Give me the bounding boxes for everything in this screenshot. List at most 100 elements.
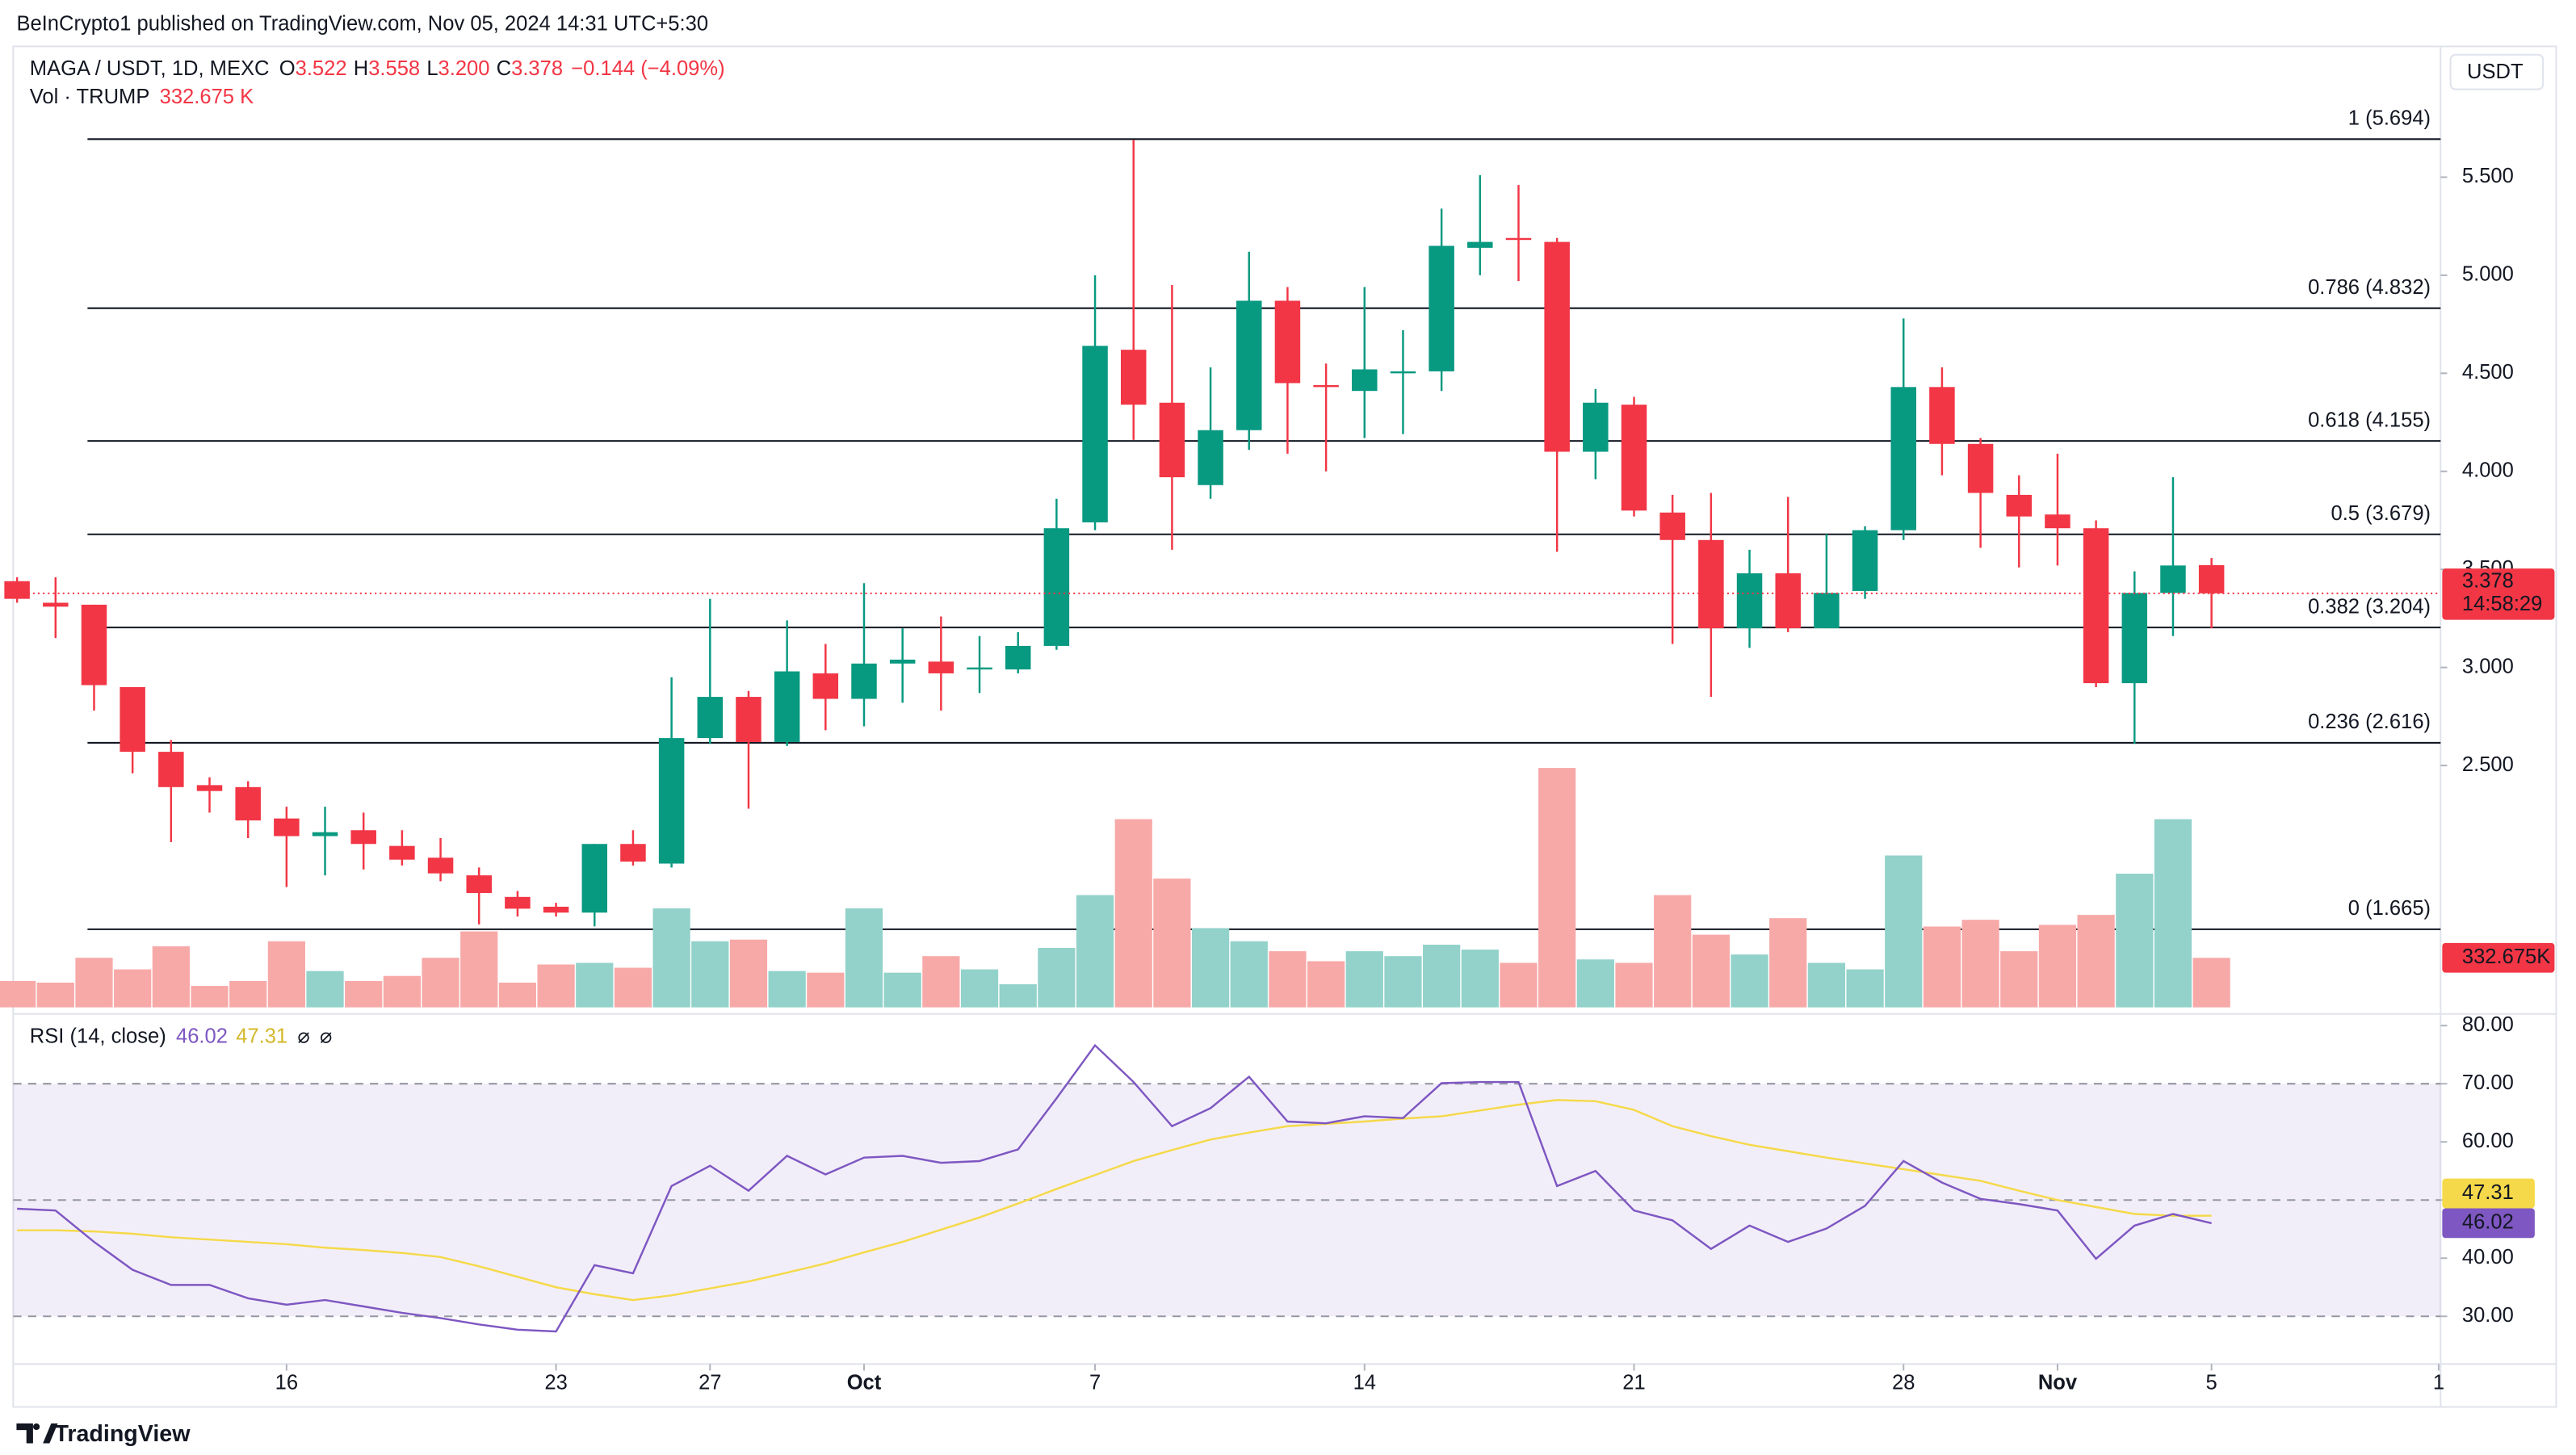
- rsi-value-box: [2442, 1178, 2535, 1209]
- candle-body: [274, 818, 300, 837]
- candle-body: [697, 697, 724, 739]
- volume-bar: [576, 962, 614, 1008]
- candle-body: [120, 686, 145, 753]
- candle-body: [1775, 573, 1801, 629]
- volume-bar: [498, 982, 537, 1008]
- ohlc-value: 3.200: [438, 57, 490, 80]
- fib-label: 0.618 (4.155): [2308, 409, 2431, 431]
- volume-bar: [36, 982, 74, 1008]
- candle-body: [196, 785, 223, 791]
- volume-bar: [807, 972, 845, 1008]
- volume-bar: [1961, 920, 1999, 1008]
- volume-value: 332.675 K: [160, 86, 254, 108]
- candle-body: [4, 581, 30, 599]
- x-tick-label: 1: [2433, 1372, 2444, 1394]
- candle-body: [774, 671, 800, 742]
- x-tick-label: 5: [2206, 1372, 2217, 1394]
- volume-bar: [1500, 962, 1538, 1008]
- candle-body: [1583, 402, 1609, 452]
- published-line: BeInCrypto1 published on TradingView.com…: [16, 13, 708, 36]
- volume-bar: [460, 931, 498, 1008]
- candle-body: [1043, 528, 1070, 646]
- volume-bar: [1461, 950, 1499, 1008]
- volume-label: 332.675K: [2462, 946, 2550, 968]
- volume-bar: [1538, 768, 1576, 1008]
- volume-bar: [1191, 928, 1230, 1008]
- candle-body: [1544, 241, 1570, 452]
- volume-bar: [1731, 954, 1768, 1008]
- volume-bar: [729, 939, 768, 1008]
- candle-body: [1621, 405, 1647, 511]
- change: −0.144 (−4.09%): [571, 57, 724, 80]
- candle-body: [1274, 300, 1301, 384]
- volume-bar: [1885, 855, 1923, 1008]
- candle-body: [620, 844, 646, 862]
- volume-bar: [614, 967, 652, 1008]
- volume-title: Vol · TRUMP: [30, 86, 150, 108]
- candle-body: [1814, 593, 1840, 629]
- volume-bar: [75, 958, 113, 1008]
- brand: TradingView: [16, 1421, 191, 1447]
- candle-body: [1852, 530, 1878, 591]
- volume-bar: [383, 975, 421, 1008]
- candle-body: [967, 667, 992, 670]
- candle-body: [158, 752, 184, 787]
- x-tick-label: Nov: [2038, 1372, 2078, 1394]
- candle-body: [1736, 573, 1763, 629]
- candle-body: [658, 738, 685, 864]
- x-tick-label: 23: [544, 1372, 567, 1394]
- candle-body: [1429, 245, 1454, 371]
- candle-body: [1967, 443, 1994, 493]
- currency-box[interactable]: [2449, 53, 2545, 90]
- rsi-line: [17, 1043, 2212, 1333]
- last-price-box: [2442, 568, 2555, 620]
- volume-bar: [537, 964, 575, 1008]
- volume-bar: [1846, 969, 1884, 1008]
- chart-frame: [12, 45, 2557, 1408]
- volume-bar: [191, 986, 229, 1008]
- volume-bar: [922, 956, 960, 1008]
- last-price: 3.378: [2462, 569, 2514, 592]
- symbol: MAGA / USDT, 1D, MEXC: [30, 57, 270, 80]
- currency[interactable]: USDT: [2467, 61, 2524, 83]
- ohlc-value: 3.558: [368, 57, 420, 80]
- ohlc-key: C: [497, 57, 511, 80]
- brand-name: TradingView: [54, 1421, 191, 1447]
- candle-body: [505, 896, 531, 909]
- y-tick-label: 70.00: [2462, 1071, 2514, 1094]
- volume-bar: [1615, 962, 1653, 1008]
- volume-bar: [845, 908, 883, 1008]
- x-tick-label: Oct: [847, 1372, 882, 1394]
- volume-bar: [1384, 956, 1422, 1008]
- ohlc-key: H: [354, 57, 368, 80]
- volume-bar: [1114, 819, 1152, 1008]
- x-tick-label: 28: [1892, 1372, 1915, 1394]
- candle-body: [1313, 384, 1339, 388]
- rsi-icon: ⌀: [320, 1025, 332, 1047]
- candle-body: [812, 673, 839, 699]
- candle-body: [2198, 564, 2225, 593]
- volume-bar: [2192, 958, 2230, 1008]
- candle-body: [736, 697, 761, 742]
- volume-bar: [1923, 926, 1961, 1008]
- volume-bar: [2077, 915, 2115, 1008]
- ohlc-value: 3.378: [511, 57, 563, 80]
- volume-legend: Vol · TRUMP 332.675 K: [30, 86, 254, 108]
- candle-body: [350, 830, 376, 845]
- candle-body: [427, 857, 454, 874]
- volume-bar: [1692, 934, 1730, 1008]
- ohlc-key: L: [426, 57, 438, 80]
- candle-body: [1159, 402, 1185, 478]
- rsi-title: RSI (14, close): [30, 1025, 166, 1047]
- y-tick-label: 4.000: [2462, 459, 2514, 482]
- candle-body: [2083, 528, 2109, 684]
- volume-bar: [2038, 925, 2077, 1008]
- volume-bar: [652, 908, 690, 1008]
- fib-label: 0.236 (2.616): [2308, 711, 2431, 733]
- candle-body: [1390, 371, 1416, 374]
- candle-body: [1352, 369, 1378, 392]
- x-tick-label: 21: [1622, 1372, 1645, 1394]
- candle-body: [1120, 350, 1147, 405]
- candle-body: [81, 604, 107, 686]
